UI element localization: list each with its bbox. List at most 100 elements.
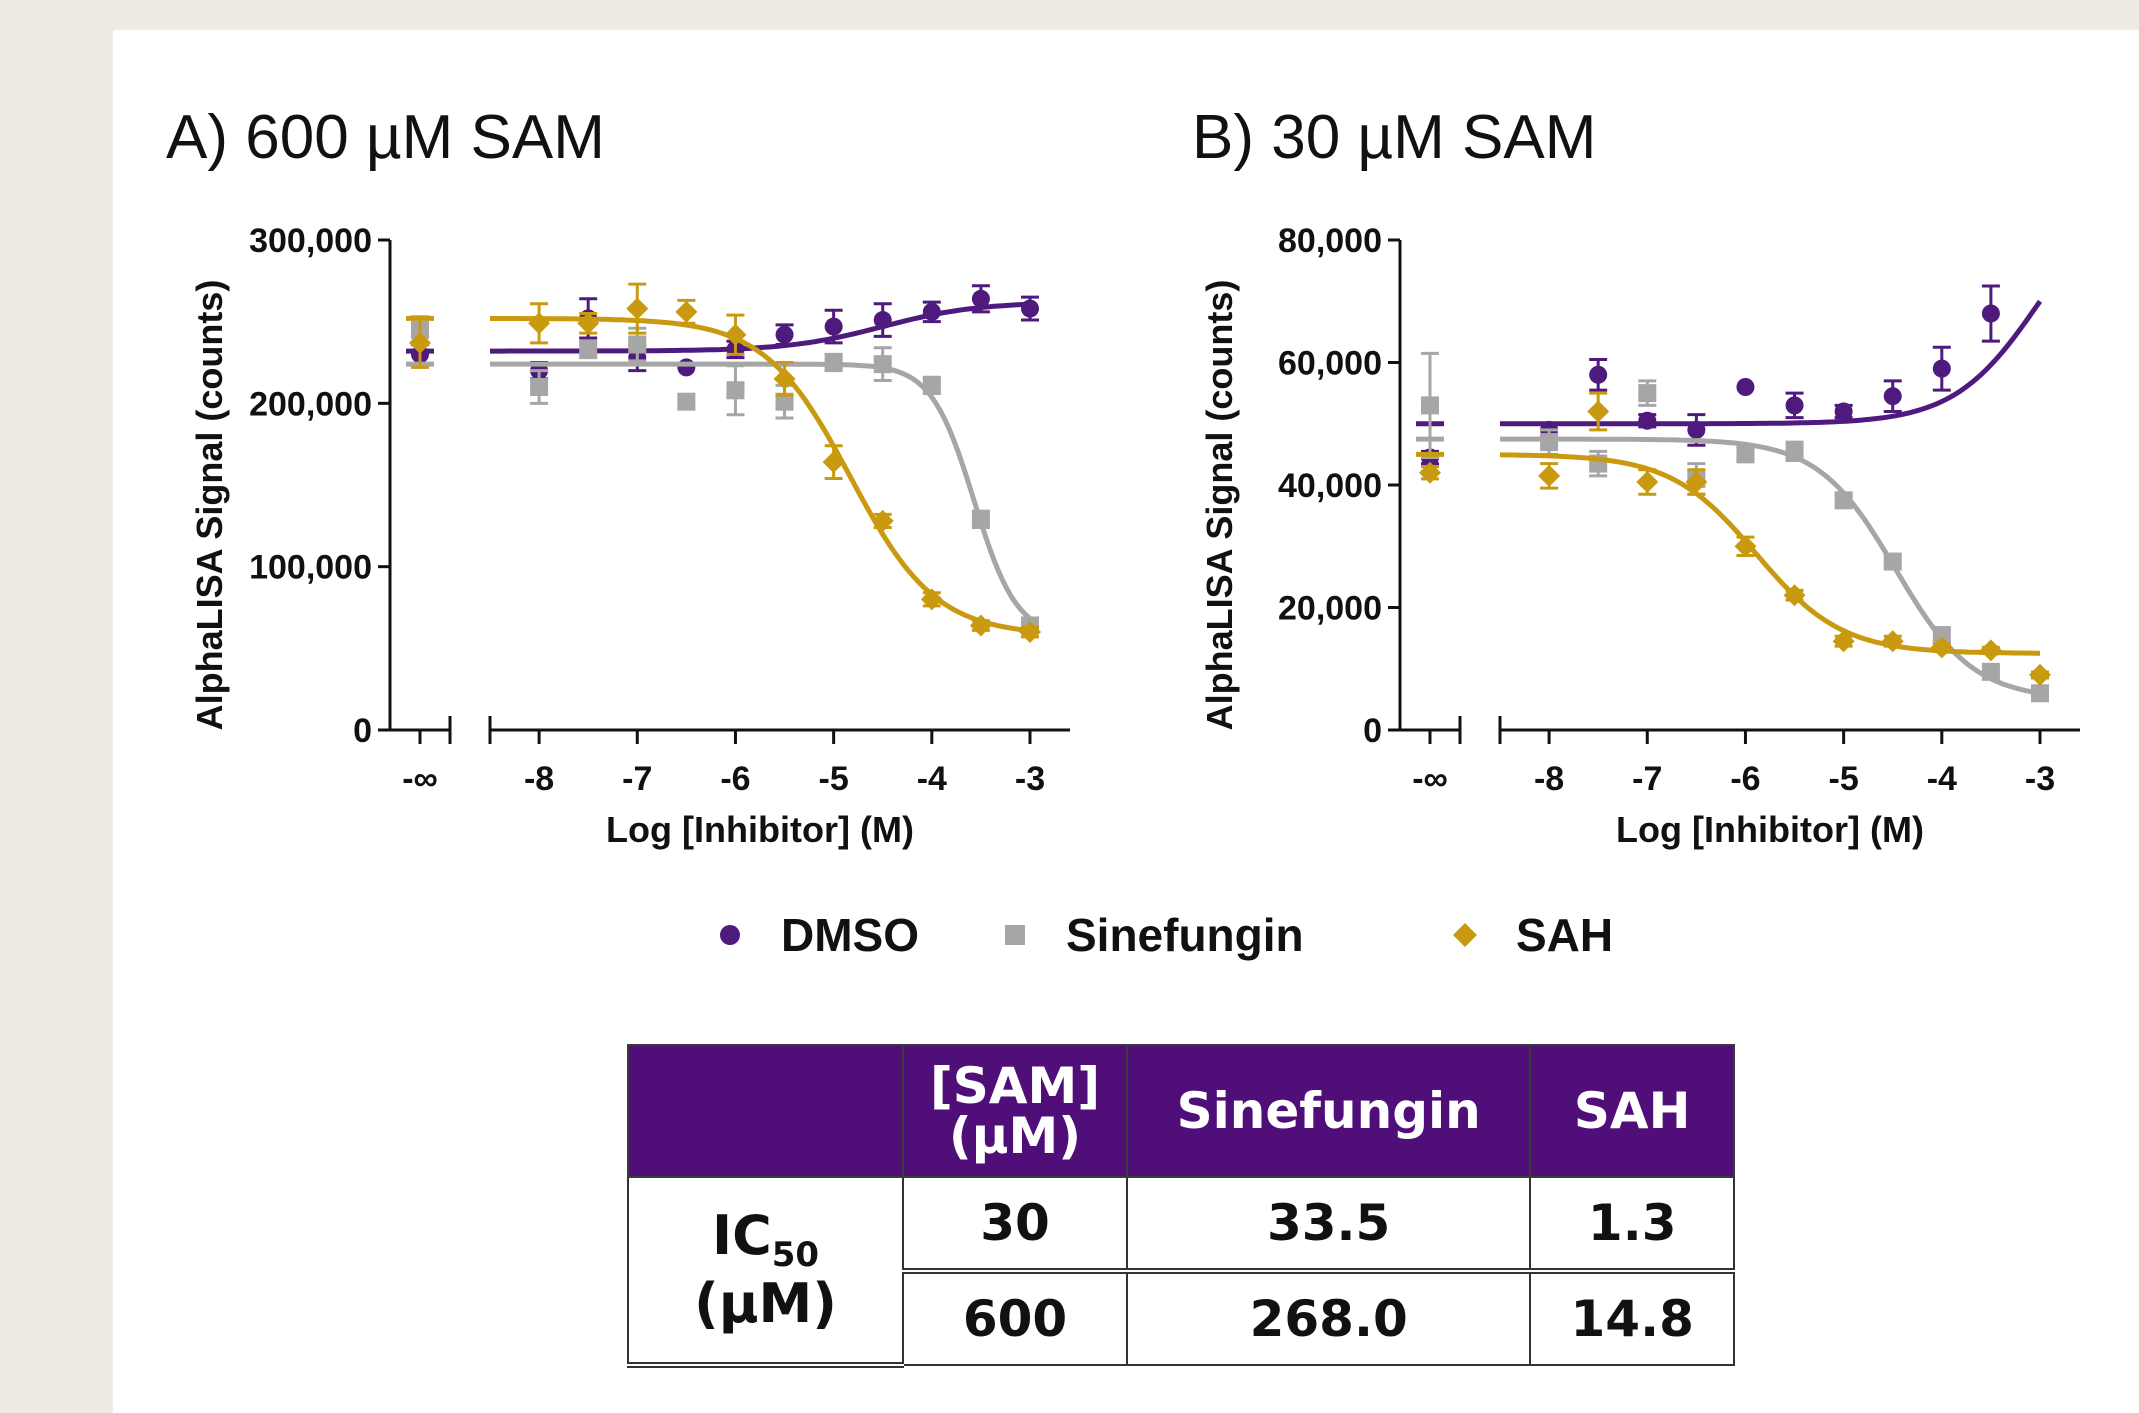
data-point-sah	[724, 323, 747, 346]
data-point-sah	[969, 614, 992, 637]
data-point-sah	[1636, 470, 1659, 493]
series-sah	[1416, 391, 2051, 686]
series-sinefungin	[406, 315, 1039, 635]
ic50-row-label: IC50 (µM)	[626, 1176, 905, 1368]
data-point-dmso	[824, 317, 843, 336]
ic50-table: [SAM] (µM) Sinefungin SAH IC50 (µM) 30 3…	[626, 1044, 1735, 1368]
y-tick-label: 100,000	[249, 549, 372, 587]
data-point-sah	[1881, 630, 1904, 653]
data-point-dmso	[873, 311, 892, 330]
legend: DMSO Sinefungin SAH	[715, 900, 1615, 970]
data-point-sah	[409, 331, 431, 354]
table-header-sam-line2: (µM)	[948, 1107, 1082, 1165]
data-point-sinefungin	[1736, 445, 1755, 464]
data-point-sinefungin	[922, 376, 941, 395]
x-tick-label: -3	[2025, 760, 2055, 798]
data-point-dmso	[1883, 387, 1902, 406]
x-tick-label: -∞	[1412, 760, 1448, 798]
data-point-sinefungin	[726, 381, 745, 400]
y-tick-label: 300,000	[249, 222, 372, 260]
data-point-sinefungin	[1834, 491, 1853, 510]
data-point-sinefungin	[1638, 384, 1657, 403]
table-cell-sam: 30	[902, 1176, 1128, 1274]
x-tick-label: -6	[720, 760, 750, 798]
data-point-sinefungin	[2031, 684, 2049, 703]
data-point-sinefungin	[1932, 626, 1951, 645]
y-tick-label: 60,000	[1278, 345, 1382, 383]
y-axis-label: AlphaLISA Signal (counts)	[1200, 280, 1240, 731]
x-axis-label: Log [Inhibitor] (M)	[606, 809, 914, 850]
data-point-sah	[528, 312, 551, 335]
legend-item-dmso: DMSO	[715, 900, 919, 970]
x-axis-label: Log [Inhibitor] (M)	[1616, 809, 1924, 850]
data-point-sinefungin	[775, 392, 794, 411]
data-point-sah	[1734, 535, 1757, 558]
table-header-sah: SAH	[1529, 1044, 1735, 1178]
data-point-dmso	[1589, 365, 1608, 384]
data-point-dmso	[1834, 402, 1853, 421]
data-point-sah	[1587, 400, 1610, 423]
circle-marker-icon	[720, 925, 740, 945]
table-row: 600 268.0 14.8	[628, 1270, 1735, 1366]
y-axis-label: AlphaLISA Signal (counts)	[190, 280, 230, 731]
table-cell-sinefungin: 33.5	[1125, 1176, 1532, 1274]
data-point-sah	[1783, 584, 1806, 607]
legend-item-sah: SAH	[1450, 900, 1613, 970]
data-point-sah	[2029, 663, 2051, 686]
data-point-sah	[577, 312, 600, 335]
data-point-dmso	[971, 289, 990, 308]
table-header-sinefungin: Sinefungin	[1125, 1044, 1532, 1178]
data-point-sinefungin	[873, 355, 892, 374]
x-tick-label: -8	[1534, 760, 1564, 798]
series-sah	[406, 282, 1041, 643]
diamond-marker-icon	[1453, 923, 1477, 947]
x-tick-label: -∞	[402, 760, 438, 798]
data-point-dmso	[1638, 411, 1657, 430]
data-point-dmso	[1932, 359, 1951, 378]
x-tick-label: -6	[1730, 760, 1760, 798]
data-point-sah	[871, 509, 894, 532]
data-point-sinefungin	[1785, 442, 1804, 461]
table-cell-sah: 14.8	[1529, 1270, 1735, 1366]
y-tick-label: 0	[353, 712, 372, 750]
data-point-sah	[1419, 461, 1441, 484]
data-point-sah	[773, 367, 796, 390]
table-cell-sinefungin: 268.0	[1125, 1270, 1532, 1366]
chart-b-title: B) 30 µM SAM	[1192, 103, 1597, 172]
data-point-dmso	[922, 302, 941, 321]
data-point-sah	[920, 588, 943, 611]
data-point-sinefungin	[1883, 552, 1902, 571]
chart-a: 0 100,000 200,000 300,000 -∞ -8 -7 -6 -5 -4 -3 Log …	[190, 222, 1070, 850]
data-point-sinefungin	[579, 340, 598, 359]
data-point-sinefungin	[530, 378, 549, 396]
data-point-sinefungin	[1421, 396, 1439, 415]
data-point-dmso	[1785, 396, 1804, 415]
ic50-label-sub: 50	[771, 1235, 820, 1275]
table-row: IC50 (µM) 30 33.5 1.3	[626, 1176, 1735, 1368]
table-header-sam: [SAM] (µM)	[902, 1044, 1128, 1178]
y-tick-label: 0	[1363, 712, 1382, 750]
x-tick-label: -5	[1829, 760, 1859, 798]
y-tick-label: 200,000	[249, 385, 372, 423]
data-point-sinefungin	[1540, 433, 1559, 452]
y-tick-label: 80,000	[1278, 222, 1382, 260]
x-tick-label: -8	[524, 760, 554, 798]
table-header-row: [SAM] (µM) Sinefungin SAH	[626, 1044, 1735, 1178]
x-tick-label: -7	[622, 760, 652, 798]
data-point-sinefungin	[971, 510, 990, 529]
data-point-sah	[626, 297, 649, 320]
x-tick-label: -3	[1015, 760, 1045, 798]
series-sinefungin	[1416, 351, 2049, 703]
chart-a-title: A) 600 µM SAM	[166, 103, 605, 172]
data-point-dmso	[1736, 378, 1755, 396]
legend-item-sinefungin: Sinefungin	[1000, 900, 1304, 970]
square-marker-icon	[1005, 925, 1025, 945]
y-tick-label: 20,000	[1278, 590, 1382, 628]
data-point-dmso	[1687, 420, 1706, 439]
legend-label-sah: SAH	[1516, 909, 1614, 961]
ic50-label: IC50	[630, 1206, 901, 1274]
series-dmso	[1416, 284, 2043, 467]
table-header-blank	[626, 1044, 905, 1178]
fit-curve-dmso	[1500, 299, 2043, 427]
data-point-sah	[1930, 636, 1953, 659]
